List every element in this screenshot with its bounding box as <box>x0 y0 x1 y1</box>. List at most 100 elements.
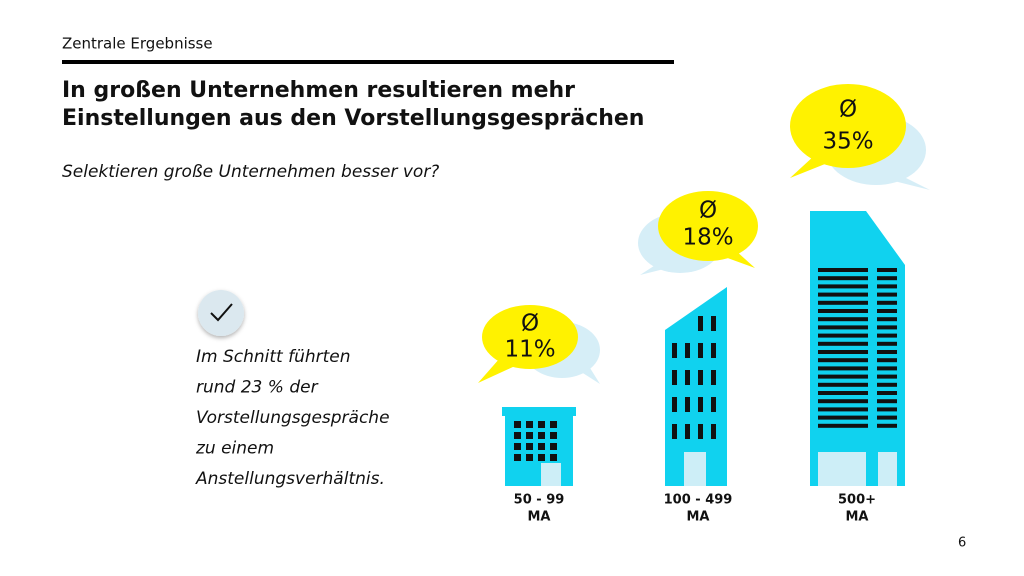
note-line: rund 23 % der <box>196 378 319 398</box>
window <box>877 276 897 281</box>
title: Einstellungen aus den Vorstellungsgesprä… <box>62 106 644 131</box>
bubble <box>790 84 906 168</box>
building-label: MA <box>528 510 551 525</box>
bubble <box>482 305 578 369</box>
window <box>672 424 677 439</box>
building-label: 500+ <box>838 493 876 508</box>
window <box>526 454 533 461</box>
window <box>818 333 868 338</box>
bubble-tail <box>790 155 830 178</box>
window <box>514 443 521 450</box>
window <box>877 382 897 387</box>
note-line: Im Schnitt führten <box>196 347 351 367</box>
door <box>878 452 897 486</box>
window <box>877 268 897 272</box>
window <box>711 424 716 439</box>
section-label: Zentrale Ergebnisse <box>62 35 213 53</box>
bubble <box>658 191 758 261</box>
window <box>550 432 557 439</box>
window <box>818 399 868 404</box>
building <box>810 211 905 486</box>
window <box>877 300 897 305</box>
note-line: zu einem <box>195 439 274 459</box>
window <box>877 292 897 297</box>
window <box>818 309 868 313</box>
window <box>818 382 868 387</box>
window <box>711 370 716 385</box>
subtitle: Selektieren große Unternehmen besser vor… <box>62 162 439 182</box>
window <box>877 391 897 395</box>
window <box>698 397 703 412</box>
window <box>877 309 897 313</box>
window <box>818 415 868 420</box>
page-number: 6 <box>958 536 966 551</box>
window <box>818 350 868 354</box>
bubble-tail <box>575 360 600 384</box>
check-icon <box>198 290 244 336</box>
building-label: MA <box>846 510 869 525</box>
window <box>538 454 545 461</box>
window <box>818 284 868 289</box>
window <box>877 350 897 354</box>
building-roof <box>502 407 576 416</box>
building-label: 50 - 99 <box>514 493 565 508</box>
window <box>818 407 868 412</box>
buildings <box>502 211 905 486</box>
window <box>877 407 897 412</box>
window <box>818 358 868 363</box>
bubble-text: Ø <box>521 311 539 337</box>
window <box>818 317 868 322</box>
building-label: 100 - 499 <box>664 493 733 508</box>
window <box>514 421 521 428</box>
building-label: MA <box>687 510 710 525</box>
window <box>818 423 868 428</box>
window <box>698 370 703 385</box>
window <box>711 316 716 331</box>
bubble-text: 35% <box>822 129 873 155</box>
window <box>818 374 868 379</box>
window <box>877 358 897 363</box>
window <box>877 374 897 379</box>
window <box>818 292 868 297</box>
window <box>526 443 533 450</box>
bubble-text: Ø <box>699 198 717 224</box>
bubble-tail <box>890 175 930 190</box>
window <box>538 421 545 428</box>
window <box>685 343 690 358</box>
door <box>818 452 866 486</box>
door <box>684 452 706 486</box>
window <box>514 432 521 439</box>
window <box>698 424 703 439</box>
bubble-tail <box>478 358 515 383</box>
window <box>685 370 690 385</box>
window <box>672 343 677 358</box>
window <box>550 421 557 428</box>
window <box>672 370 677 385</box>
bubble-tail <box>640 262 668 275</box>
window <box>711 397 716 412</box>
window <box>698 316 703 331</box>
note-line: Vorstellungsgespräche <box>196 408 390 428</box>
window <box>877 423 897 428</box>
window <box>877 284 897 289</box>
check-mark <box>210 303 233 322</box>
window <box>818 391 868 395</box>
window <box>685 424 690 439</box>
window <box>877 399 897 404</box>
window <box>877 333 897 338</box>
door <box>541 463 561 486</box>
window <box>514 454 521 461</box>
window <box>877 366 897 371</box>
window <box>818 366 868 371</box>
note-line: Anstellungsverhältnis. <box>195 469 385 489</box>
window <box>538 432 545 439</box>
window <box>685 397 690 412</box>
window <box>818 300 868 305</box>
window <box>877 415 897 420</box>
window <box>550 454 557 461</box>
window <box>526 432 533 439</box>
window <box>877 317 897 322</box>
window <box>672 397 677 412</box>
bubble-text: 18% <box>682 225 733 251</box>
